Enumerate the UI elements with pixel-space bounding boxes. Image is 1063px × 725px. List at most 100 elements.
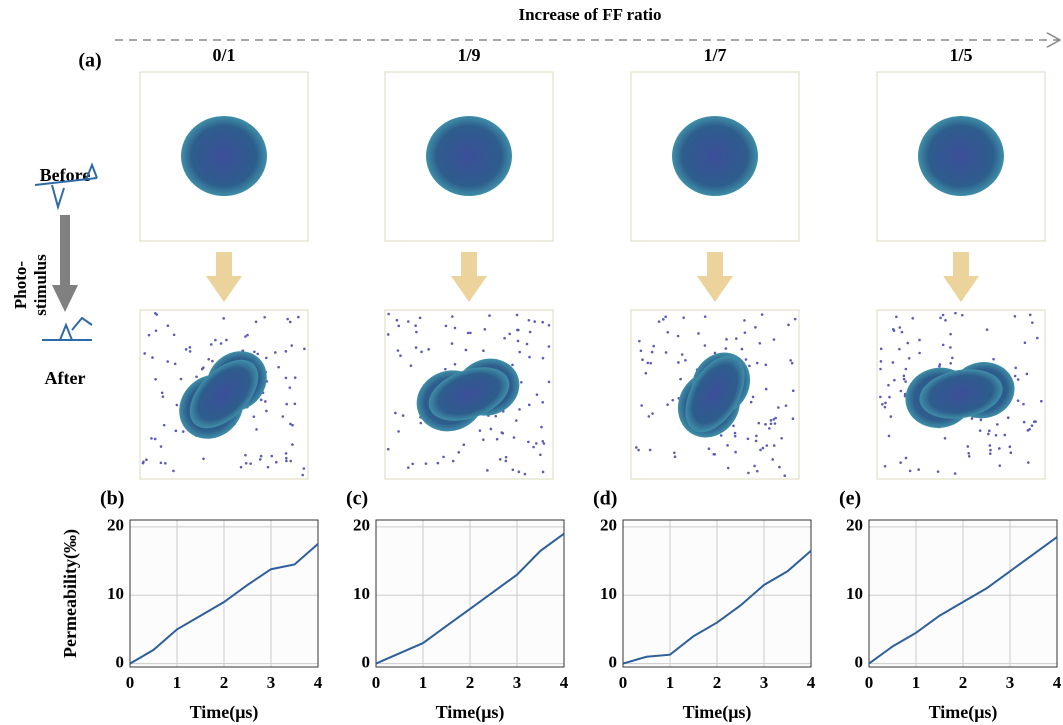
particle <box>748 364 751 368</box>
particle <box>451 459 455 463</box>
particle <box>478 429 482 432</box>
particle <box>724 347 728 350</box>
particle <box>774 416 777 420</box>
particle <box>174 429 178 433</box>
particle <box>527 318 531 322</box>
particle <box>265 356 268 360</box>
particle <box>754 326 757 329</box>
particle <box>188 350 192 353</box>
x-tick-label: 3 <box>1006 673 1015 692</box>
particle <box>707 447 711 450</box>
particle <box>209 343 213 346</box>
particle <box>646 361 650 365</box>
particle <box>988 452 992 455</box>
particle <box>941 313 945 317</box>
particle <box>918 351 921 355</box>
particle <box>200 367 204 371</box>
particle <box>161 395 165 398</box>
particle <box>150 437 153 440</box>
y-tick-label: 20 <box>600 516 617 535</box>
particle <box>1013 374 1017 378</box>
particle <box>164 461 167 465</box>
particle <box>511 363 514 367</box>
y-axis-label: Permeability(‰) <box>60 529 81 658</box>
particle <box>989 448 992 452</box>
particle <box>664 315 667 319</box>
column-label: 1/5 <box>949 45 972 65</box>
particle <box>1003 433 1007 437</box>
particle <box>155 313 159 316</box>
particle <box>222 317 226 320</box>
particle <box>648 448 652 452</box>
particle <box>411 462 414 466</box>
particle <box>407 320 410 323</box>
particle <box>414 346 418 349</box>
particle <box>482 349 485 353</box>
particle <box>744 358 748 361</box>
particle <box>879 347 883 351</box>
particle <box>918 338 921 342</box>
particle <box>264 400 267 403</box>
x-tick-label: 4 <box>1053 673 1062 692</box>
particle <box>904 367 908 371</box>
column-label: 0/1 <box>212 45 235 65</box>
arrow-shaft <box>216 252 232 276</box>
particle <box>244 453 247 457</box>
particle <box>949 346 952 349</box>
particle <box>647 415 651 418</box>
particle <box>755 469 759 473</box>
particle <box>518 408 521 411</box>
particle <box>640 404 643 407</box>
particle <box>994 433 998 437</box>
stimulus-label: stimulus <box>31 254 50 316</box>
particle <box>703 315 707 318</box>
particle <box>941 343 945 347</box>
particle <box>386 447 390 451</box>
particle <box>732 424 735 428</box>
particle <box>904 380 907 383</box>
particle <box>284 452 288 455</box>
particle <box>891 327 895 331</box>
x-tick-label: 2 <box>959 673 968 692</box>
particle <box>181 430 185 433</box>
particle <box>517 470 521 474</box>
particle <box>771 458 775 461</box>
particle <box>635 446 638 449</box>
plot-frame <box>375 519 565 668</box>
particle <box>936 470 940 473</box>
particle <box>791 389 795 392</box>
line <box>868 536 1058 665</box>
particle <box>637 448 640 452</box>
particle <box>504 459 508 463</box>
vesicle-lobe <box>685 355 745 433</box>
particle <box>399 354 402 358</box>
particle <box>1013 315 1017 318</box>
particle <box>638 339 641 343</box>
particle <box>783 474 787 477</box>
particle <box>532 445 535 449</box>
particle <box>142 460 145 464</box>
particle <box>778 465 781 469</box>
particle <box>666 330 670 334</box>
particle <box>1040 399 1043 403</box>
particle <box>288 386 292 389</box>
y-tick-label: 20 <box>107 516 124 535</box>
particle <box>254 320 258 324</box>
panel-label: (b) <box>100 488 124 510</box>
x-tick-label: 2 <box>713 673 722 692</box>
particle <box>906 341 910 345</box>
particle <box>154 329 158 332</box>
particle <box>884 401 887 405</box>
particle <box>541 320 544 324</box>
particle <box>769 419 773 422</box>
particle <box>680 353 684 356</box>
particle <box>879 360 883 363</box>
particle <box>488 314 491 317</box>
particle <box>256 352 260 356</box>
particle <box>153 437 157 441</box>
x-tick-label: 4 <box>314 673 323 692</box>
particle <box>793 317 797 321</box>
particle <box>528 330 532 334</box>
particle <box>746 437 750 441</box>
particle <box>879 367 882 371</box>
